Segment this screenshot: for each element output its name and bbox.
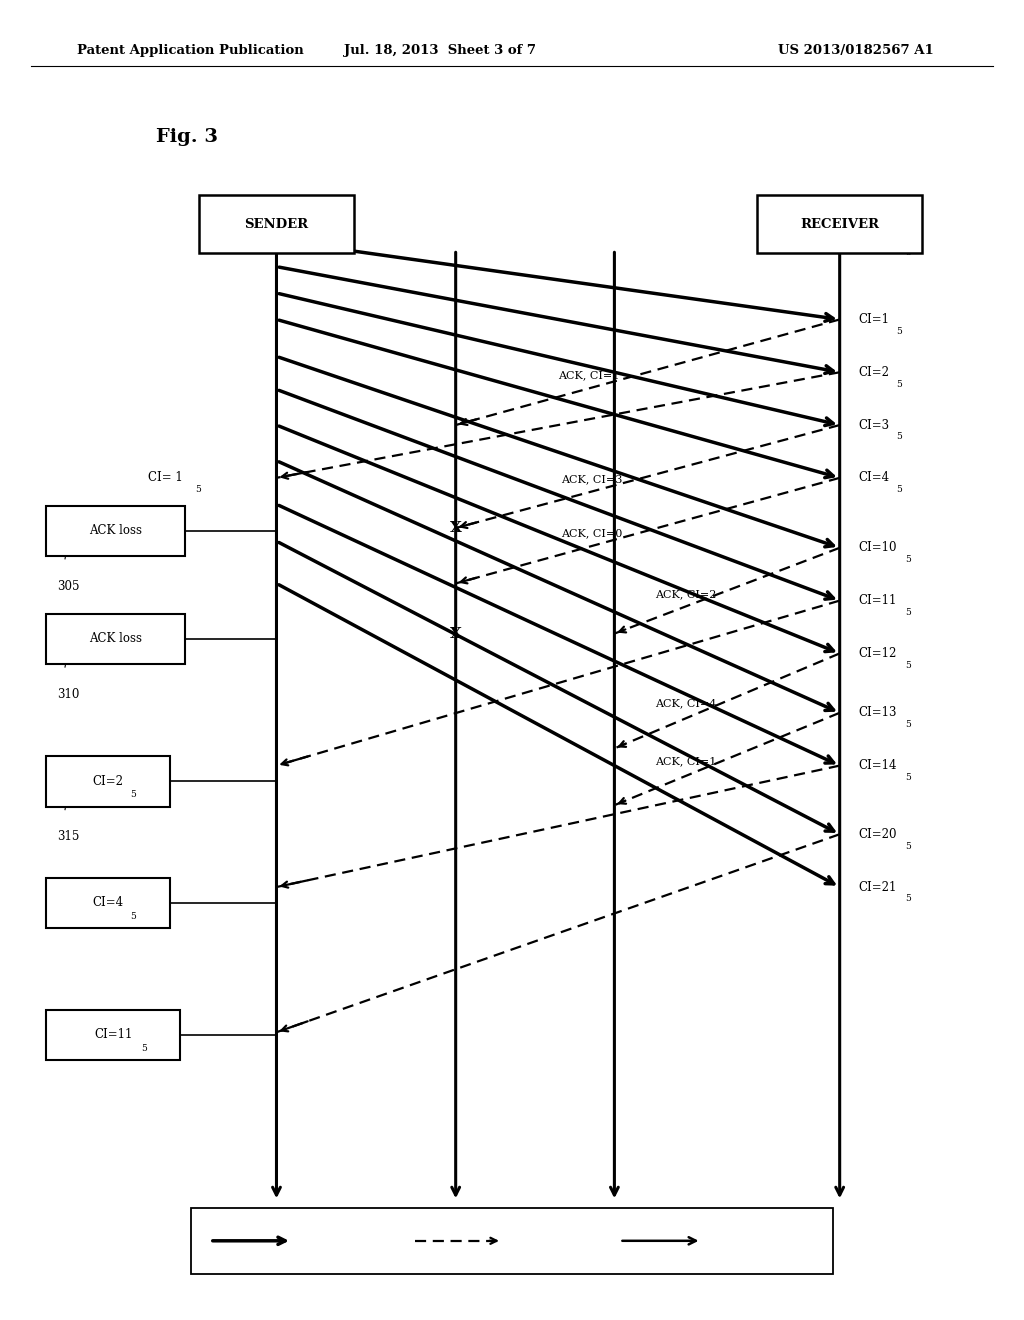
Text: CI=11: CI=11 — [858, 594, 896, 607]
FancyBboxPatch shape — [46, 1010, 180, 1060]
Text: X: X — [450, 521, 462, 535]
Text: CI=1: CI=1 — [858, 313, 889, 326]
Text: ACK, CI=1: ACK, CI=1 — [558, 370, 620, 380]
Text: 5: 5 — [896, 486, 902, 494]
Text: CI=2: CI=2 — [858, 366, 889, 379]
Text: 5: 5 — [905, 774, 911, 781]
Text: CI=2: CI=2 — [92, 775, 124, 788]
Text: 5: 5 — [905, 609, 911, 616]
Text: 5: 5 — [905, 661, 911, 669]
Text: ACK: ACK — [514, 1234, 542, 1247]
Text: 5: 5 — [141, 1044, 146, 1052]
Text: CI=4: CI=4 — [858, 471, 889, 484]
Text: 5: 5 — [905, 895, 911, 903]
Text: 5: 5 — [905, 248, 911, 256]
Text: CI= 1: CI= 1 — [148, 471, 183, 484]
Text: ECT0, data: ECT0, data — [714, 1234, 784, 1247]
Text: CI=10: CI=10 — [858, 541, 897, 554]
Text: Patent Application Publication: Patent Application Publication — [77, 44, 303, 57]
Text: 310: 310 — [57, 688, 80, 701]
Text: 5: 5 — [196, 486, 202, 494]
Text: Fig. 3: Fig. 3 — [156, 128, 218, 147]
Text: CI=13: CI=13 — [858, 706, 897, 719]
Text: ACK, CI=3: ACK, CI=3 — [561, 474, 623, 484]
Text: ACK, CI=4: ACK, CI=4 — [655, 698, 717, 709]
Text: 5: 5 — [905, 556, 911, 564]
Text: 305: 305 — [57, 579, 80, 593]
Text: 5: 5 — [896, 327, 902, 335]
Text: CE, data: CE, data — [304, 1234, 358, 1247]
Text: CI=21: CI=21 — [858, 880, 896, 894]
Text: 5: 5 — [130, 912, 136, 920]
Text: CI=3: CI=3 — [858, 418, 889, 432]
Text: 5: 5 — [130, 791, 136, 799]
Text: ACK, CI=2: ACK, CI=2 — [655, 589, 717, 599]
FancyBboxPatch shape — [191, 1208, 833, 1274]
Text: ACK, CI=1: ACK, CI=1 — [655, 756, 717, 767]
FancyBboxPatch shape — [46, 878, 170, 928]
Text: RECEIVER: RECEIVER — [800, 218, 880, 231]
FancyBboxPatch shape — [46, 756, 170, 807]
Text: 5: 5 — [905, 721, 911, 729]
Text: SENDER: SENDER — [245, 218, 308, 231]
Text: CI=14: CI=14 — [858, 759, 897, 772]
Text: X: X — [450, 627, 462, 640]
Text: 5: 5 — [896, 380, 902, 388]
FancyBboxPatch shape — [199, 195, 354, 253]
Text: 5: 5 — [896, 433, 902, 441]
FancyBboxPatch shape — [46, 614, 185, 664]
Text: CI=12: CI=12 — [858, 647, 896, 660]
Text: Jul. 18, 2013  Sheet 3 of 7: Jul. 18, 2013 Sheet 3 of 7 — [344, 44, 537, 57]
Text: ACK loss: ACK loss — [89, 632, 142, 645]
Text: CI=11: CI=11 — [94, 1028, 132, 1041]
Text: CI=4: CI=4 — [92, 896, 124, 909]
FancyBboxPatch shape — [757, 195, 922, 253]
Text: 315: 315 — [57, 830, 80, 843]
Text: ACK loss: ACK loss — [89, 524, 142, 537]
Text: 5: 5 — [905, 842, 911, 850]
FancyBboxPatch shape — [46, 506, 185, 556]
Text: US 2013/0182567 A1: US 2013/0182567 A1 — [778, 44, 934, 57]
Text: CI= 0: CI= 0 — [858, 234, 893, 247]
Text: CI=20: CI=20 — [858, 828, 897, 841]
Text: ACK, CI=0: ACK, CI=0 — [561, 528, 623, 539]
